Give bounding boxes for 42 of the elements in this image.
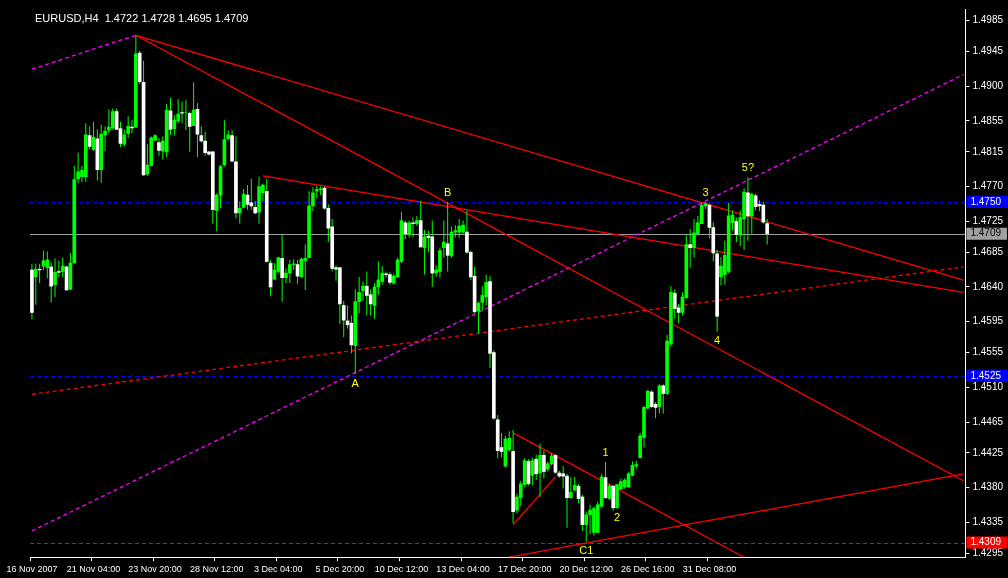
text: 1 [602, 445, 609, 458]
text: 2 [613, 511, 621, 524]
text: A [351, 376, 359, 389]
ref-line-label: 1.4750 [970, 195, 1002, 207]
text: 4 [714, 334, 721, 347]
y-tick-label: 1.4640 [972, 280, 1004, 292]
y-tick-label: 1.4685 [972, 245, 1004, 257]
y-tick-label: 1.4725 [972, 215, 1004, 227]
x-tick-label: 10 Dec 12:00 [374, 564, 429, 575]
y-tick-label: 1.4510 [972, 381, 1004, 393]
x-tick-label: 20 Dec 12:00 [559, 564, 614, 575]
ref-line-label: 1.4709 [970, 227, 1002, 239]
y-tick-label: 1.4335 [972, 516, 1004, 528]
x-tick-label: 26 Dec 16:00 [621, 564, 675, 575]
x-tick-label: 23 Nov 20:00 [128, 564, 182, 575]
y-tick-label: 1.4855 [972, 114, 1004, 126]
text: C1 [579, 544, 594, 557]
x-tick-label: 3 Dec 04:00 [254, 564, 303, 575]
y-tick-label: 1.4425 [972, 446, 1004, 458]
y-tick-label: 1.4380 [972, 481, 1004, 493]
y-tick-label: 1.4985 [972, 14, 1004, 26]
text: 3 [702, 185, 709, 198]
x-tick-label: 28 Nov 12:00 [189, 564, 244, 575]
x-tick-label: 5 Dec 20:00 [315, 564, 365, 575]
x-tick-label: 17 Dec 20:00 [497, 564, 552, 575]
x-tick-label: 31 Dec 08:00 [682, 564, 737, 575]
ref-line-label: 1.4309 [970, 536, 1002, 548]
x-tick-label: 16 Nov 2007 [6, 564, 58, 575]
chart-title: EURUSD,H4 1.4722 1.4728 1.4695 1.4709 [35, 12, 249, 25]
text: 5? [741, 160, 755, 173]
x-tick-label: 21 Nov 04:00 [66, 564, 121, 575]
y-tick-label: 1.4815 [972, 145, 1004, 157]
ref-line-label: 1.4525 [970, 369, 1002, 381]
y-tick-label: 1.4945 [972, 45, 1004, 57]
y-tick-label: 1.4900 [972, 79, 1004, 91]
y-tick-label: 1.4555 [972, 346, 1004, 358]
y-tick-label: 1.4595 [972, 315, 1004, 327]
y-tick-label: 1.4295 [972, 547, 1004, 559]
text: B [443, 185, 452, 198]
y-tick-label: 1.4770 [972, 180, 1004, 192]
y-tick-label: 1.4465 [972, 415, 1004, 427]
x-tick-label: 13 Dec 04:00 [436, 564, 490, 575]
